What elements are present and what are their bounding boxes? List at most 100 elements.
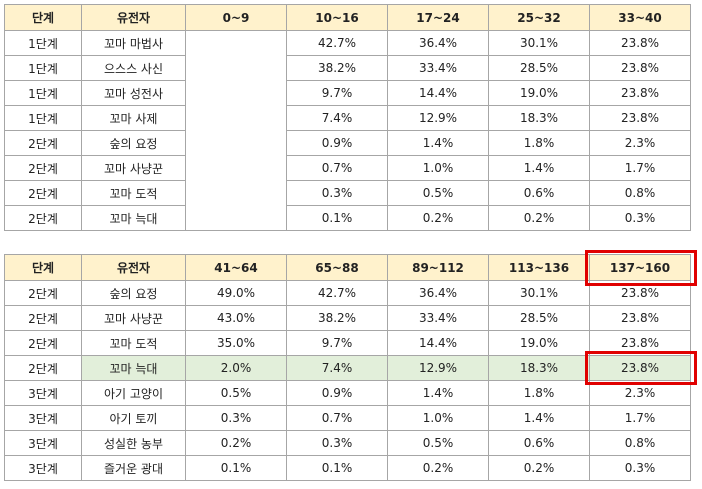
value-cell: 0.1%	[185, 455, 287, 481]
value-cell: 1.7%	[589, 405, 691, 431]
value-cell: 0.6%	[488, 430, 590, 456]
value-cell: 0.3%	[286, 430, 388, 456]
value-cell: 0.3%	[185, 405, 287, 431]
table-row: 2단계 숲의 요정 0.9% 1.4% 1.8% 2.3%	[4, 130, 691, 156]
value-cell: 2.3%	[589, 130, 691, 156]
value-cell: 38.2%	[286, 305, 388, 331]
value-cell: 30.1%	[488, 30, 590, 56]
stage-cell: 2단계	[4, 305, 82, 331]
table-row: 1단계 꼬마 성전사 9.7% 14.4% 19.0% 23.8%	[4, 80, 691, 106]
table-row: 2단계 꼬마 도적 0.3% 0.5% 0.6% 0.8%	[4, 180, 691, 206]
value-cell: 28.5%	[488, 55, 590, 81]
value-cell: 0.5%	[185, 380, 287, 406]
table-row: 2단계 꼬마 사냥꾼 43.0% 38.2% 33.4% 28.5% 23.8%	[4, 305, 691, 331]
value-cell: 33.4%	[387, 55, 489, 81]
stage-cell: 2단계	[4, 355, 82, 381]
stage-cell: 2단계	[4, 205, 82, 231]
gene-cell: 꼬마 도적	[81, 330, 186, 356]
stage-cell: 3단계	[4, 380, 82, 406]
header-cell: 41~64	[185, 254, 287, 281]
value-cell: 0.5%	[387, 180, 489, 206]
table-header-row: 단계 유전자 41~64 65~88 89~112 113~136 137~16…	[4, 254, 691, 281]
value-cell: 0.8%	[589, 180, 691, 206]
stage-cell: 3단계	[4, 455, 82, 481]
gene-cell: 아기 고양이	[81, 380, 186, 406]
header-cell: 17~24	[387, 4, 489, 31]
value-cell: 30.1%	[488, 280, 590, 306]
value-cell: 12.9%	[387, 355, 489, 381]
gene-cell: 꼬마 도적	[81, 180, 186, 206]
value-cell: 23.8%	[589, 55, 691, 81]
table-row: 1단계 으스스 사신 38.2% 33.4% 28.5% 23.8%	[4, 55, 691, 81]
gene-cell: 꼬마 늑대	[81, 355, 186, 381]
value-cell: 1.0%	[387, 405, 489, 431]
value-cell: 23.8%	[589, 30, 691, 56]
value-cell: 7.4%	[286, 105, 388, 131]
value-cell: 2.0%	[185, 355, 287, 381]
value-cell: 33.4%	[387, 305, 489, 331]
header-cell: 65~88	[286, 254, 388, 281]
value-cell: 12.9%	[387, 105, 489, 131]
probability-table-2: 단계 유전자 41~64 65~88 89~112 113~136 137~16…	[4, 254, 691, 481]
value-cell: 1.4%	[387, 380, 489, 406]
header-cell: 유전자	[81, 4, 186, 31]
stage-cell: 2단계	[4, 155, 82, 181]
value-cell: 0.1%	[286, 205, 388, 231]
value-cell: 42.7%	[286, 30, 388, 56]
value-cell: 0.2%	[387, 205, 489, 231]
header-cell: 25~32	[488, 4, 590, 31]
value-cell: 1.4%	[387, 130, 489, 156]
value-cell: 23.8%	[589, 305, 691, 331]
table-row: 1단계 꼬마 사제 7.4% 12.9% 18.3% 23.8%	[4, 105, 691, 131]
value-cell: 18.3%	[488, 355, 590, 381]
stage-cell: 2단계	[4, 130, 82, 156]
value-cell: 38.2%	[286, 55, 388, 81]
value-cell: 0.5%	[387, 430, 489, 456]
value-cell: 7.4%	[286, 355, 388, 381]
value-cell: 0.9%	[286, 130, 388, 156]
value-cell: 36.4%	[387, 280, 489, 306]
value-cell: 18.3%	[488, 105, 590, 131]
table-row: 2단계 꼬마 늑대 0.1% 0.2% 0.2% 0.3%	[4, 205, 691, 231]
probability-table-1: 단계 유전자 0~9 10~16 17~24 25~32 33~40 1단계 꼬…	[4, 4, 691, 231]
table-row: 2단계 숲의 요정 49.0% 42.7% 36.4% 30.1% 23.8%	[4, 280, 691, 306]
value-cell: 0.9%	[286, 380, 388, 406]
gene-cell: 즐거운 광대	[81, 455, 186, 481]
value-cell: 0.2%	[488, 455, 590, 481]
table-row: 3단계 아기 고양이 0.5% 0.9% 1.4% 1.8% 2.3%	[4, 380, 691, 406]
value-cell: 1.8%	[488, 380, 590, 406]
gene-cell: 으스스 사신	[81, 55, 186, 81]
value-cell: 1.0%	[387, 155, 489, 181]
value-cell-highlighted: 23.8%	[589, 355, 691, 381]
stage-cell: 1단계	[4, 55, 82, 81]
gene-cell: 꼬마 사냥꾼	[81, 155, 186, 181]
value-cell: 2.3%	[589, 380, 691, 406]
header-cell: 10~16	[286, 4, 388, 31]
table-row: 2단계 꼬마 사냥꾼 0.7% 1.0% 1.4% 1.7%	[4, 155, 691, 181]
table-row: 3단계 즐거운 광대 0.1% 0.1% 0.2% 0.2% 0.3%	[4, 455, 691, 481]
gene-cell: 꼬마 성전사	[81, 80, 186, 106]
header-cell: 33~40	[589, 4, 691, 31]
empty-merged-cell	[185, 30, 287, 231]
table-row: 1단계 꼬마 마법사 42.7% 36.4% 30.1% 23.8%	[4, 30, 691, 231]
header-cell: 113~136	[488, 254, 590, 281]
stage-cell: 2단계	[4, 280, 82, 306]
value-cell: 42.7%	[286, 280, 388, 306]
stage-cell: 3단계	[4, 405, 82, 431]
header-cell-highlighted: 137~160	[589, 254, 691, 281]
table-header-row: 단계 유전자 0~9 10~16 17~24 25~32 33~40	[4, 4, 691, 31]
value-cell: 0.1%	[286, 455, 388, 481]
value-cell: 0.3%	[589, 205, 691, 231]
value-cell: 23.8%	[589, 105, 691, 131]
value-cell: 19.0%	[488, 330, 590, 356]
header-cell: 단계	[4, 254, 82, 281]
stage-cell: 1단계	[4, 80, 82, 106]
stage-cell: 2단계	[4, 180, 82, 206]
value-cell: 49.0%	[185, 280, 287, 306]
gene-cell: 숲의 요정	[81, 280, 186, 306]
value-cell: 0.2%	[185, 430, 287, 456]
header-cell: 유전자	[81, 254, 186, 281]
value-cell: 1.4%	[488, 405, 590, 431]
value-cell: 0.3%	[589, 455, 691, 481]
value-cell: 0.2%	[488, 205, 590, 231]
